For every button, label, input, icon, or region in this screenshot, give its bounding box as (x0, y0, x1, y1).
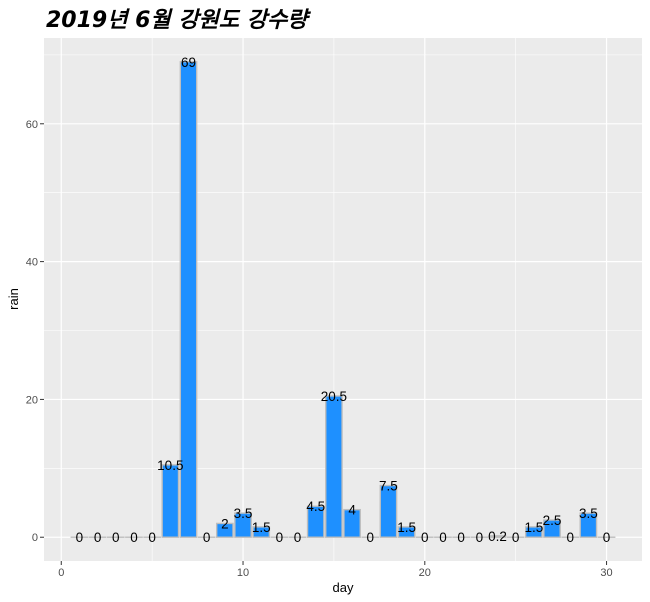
data-label: 1.5 (397, 520, 416, 535)
data-label: 7.5 (379, 479, 398, 494)
data-label: 0 (94, 530, 102, 545)
y-axis-ticks: 0 20 40 60 (26, 119, 44, 544)
bar (379, 484, 398, 538)
bar (234, 512, 252, 538)
bar (325, 395, 343, 538)
bar (179, 61, 198, 538)
x-tick-label: 20 (419, 567, 431, 579)
data-label: 20.5 (321, 389, 347, 404)
bar (215, 522, 234, 538)
data-label: 0 (148, 530, 156, 545)
data-label: 0.2 (488, 529, 507, 544)
chart-title: 2019년 6월 강원도 강수량 (46, 8, 308, 33)
y-tick-label: 40 (26, 257, 38, 269)
data-label: 0 (112, 530, 120, 545)
x-axis-ticks: 0 10 20 30 (58, 561, 613, 579)
y-tick-label: 0 (32, 532, 38, 544)
data-label: 0 (439, 530, 447, 545)
x-tick-label: 10 (237, 567, 249, 579)
data-label: 0 (421, 530, 429, 545)
bar (343, 508, 361, 538)
data-label: 0 (603, 530, 611, 545)
x-tick-label: 30 (600, 567, 612, 579)
data-label: 0 (203, 530, 211, 545)
data-label: 1.5 (252, 520, 271, 535)
data-label: 0 (476, 530, 484, 545)
data-label: 0 (130, 530, 138, 545)
y-tick-label: 60 (26, 119, 38, 131)
data-label: 1.5 (524, 520, 543, 535)
bar (543, 519, 561, 538)
x-tick-label: 0 (58, 567, 64, 579)
bar (161, 464, 180, 538)
bar (306, 505, 325, 538)
data-label: 3.5 (579, 506, 598, 521)
minor-gridlines (44, 38, 642, 561)
data-label: 0 (76, 530, 84, 545)
data-label: 3.5 (234, 506, 253, 521)
data-label: 0 (566, 530, 574, 545)
data-label: 4.5 (306, 499, 325, 514)
data-label: 2 (221, 516, 229, 531)
bar (397, 526, 416, 538)
data-label: 0 (512, 530, 520, 545)
data-label: 4 (348, 503, 356, 518)
y-axis-title: rain (6, 288, 21, 310)
plot-panel (44, 38, 642, 561)
bar (488, 535, 507, 538)
y-tick-label: 20 (26, 394, 38, 406)
data-label: 0 (457, 530, 465, 545)
data-label: 69 (181, 55, 196, 70)
bars (70, 61, 616, 538)
x-axis-title: day (333, 580, 354, 595)
data-label: 2.5 (543, 513, 562, 528)
data-label: 10.5 (157, 458, 183, 473)
data-label: 0 (367, 530, 375, 545)
data-label: 0 (294, 530, 302, 545)
bar (252, 526, 271, 538)
data-label: 0 (276, 530, 284, 545)
bar (579, 512, 598, 538)
bar (524, 526, 543, 538)
